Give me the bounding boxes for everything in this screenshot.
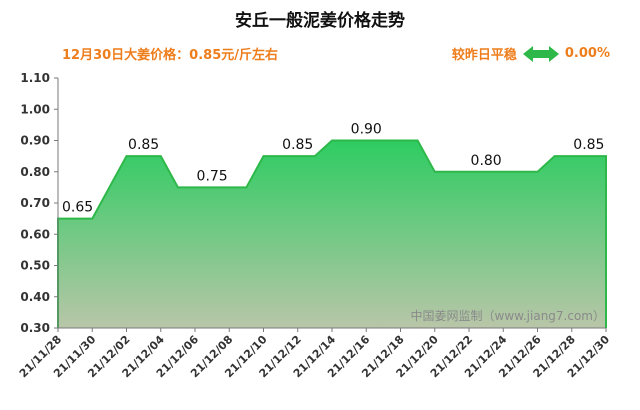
data-label: 0.80 <box>471 153 502 169</box>
chart-title: 安丘一般泥姜价格走势 <box>235 11 405 31</box>
data-label: 0.75 <box>197 168 228 184</box>
y-tick-label: 0.60 <box>20 227 50 241</box>
data-label: 0.85 <box>128 137 159 153</box>
data-label: 0.90 <box>351 122 382 138</box>
data-label: 0.85 <box>282 137 313 153</box>
y-tick-label: 1.10 <box>20 71 50 85</box>
price-info: 12月30日大姜价格：0.85元/斤左右 <box>62 48 279 63</box>
y-tick-label: 1.00 <box>20 102 50 116</box>
double-arrow-icon <box>522 45 559 62</box>
y-tick-label: 0.90 <box>20 134 50 148</box>
y-tick-label: 0.80 <box>20 165 50 179</box>
y-tick-label: 0.40 <box>20 290 50 304</box>
y-tick-label: 0.70 <box>20 196 50 210</box>
price-area <box>58 140 606 328</box>
watermark: 中国姜网监制（www.jiang7.com） <box>411 308 605 323</box>
change-label: 较昨日平稳 <box>451 48 517 63</box>
change-value: 0.00% <box>564 46 610 61</box>
change-info: 较昨日平稳 0.00% <box>452 44 610 63</box>
y-tick-label: 0.30 <box>20 321 50 335</box>
y-tick-label: 0.50 <box>20 259 50 273</box>
data-label: 0.85 <box>573 137 604 153</box>
data-label: 0.65 <box>62 200 93 216</box>
price-line <box>57 139 607 328</box>
